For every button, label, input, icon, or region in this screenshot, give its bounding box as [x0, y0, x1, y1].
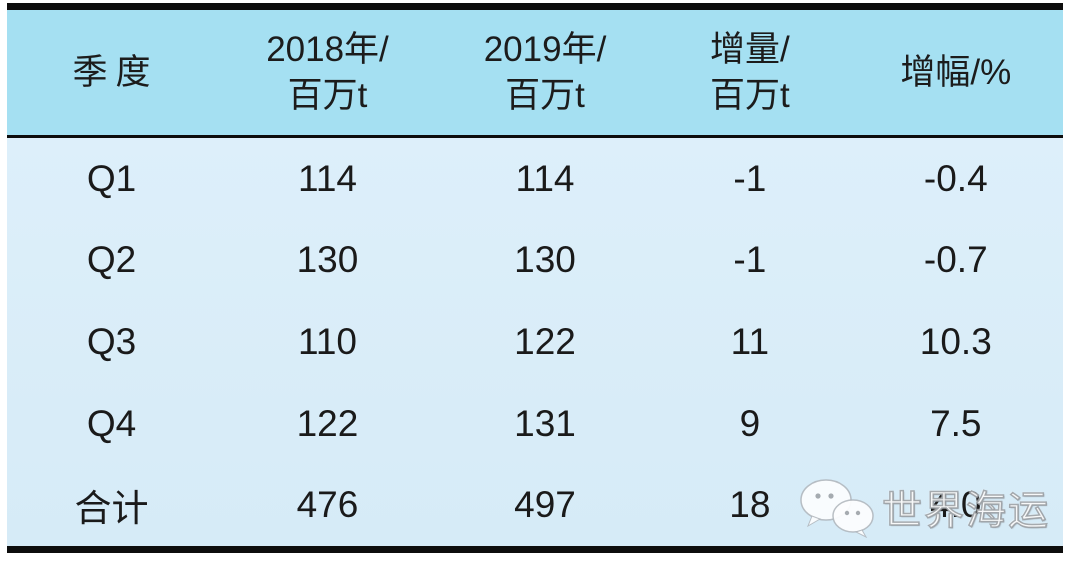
cell-2018: 122	[296, 402, 359, 444]
table-header-row: 季度 2018年/ 百万t 2019年/ 百万t 增量/ 百万t 增幅/%	[7, 10, 1063, 138]
cell-2019: 130	[514, 239, 576, 281]
header-delta-line1: 增量/	[710, 29, 790, 69]
cell-growth: 4.0	[930, 484, 982, 526]
header-quarter-label: 季度	[72, 52, 159, 92]
cell-growth: -0.7	[923, 239, 988, 281]
cell-2018: 114	[297, 157, 357, 199]
cell-growth: 10.3	[919, 320, 992, 362]
table-row: Q3 110 122 11 10.3	[7, 301, 1063, 383]
cell-2019: 131	[514, 402, 576, 444]
header-2018-line2: 百万t	[287, 75, 368, 115]
cell-delta: -1	[733, 157, 767, 199]
cell-quarter: Q2	[86, 239, 137, 281]
cell-2019: 114	[515, 157, 575, 199]
cell-2018: 110	[297, 320, 357, 362]
header-delta-line2: 百万t	[710, 75, 790, 115]
data-table: 季度 2018年/ 百万t 2019年/ 百万t 增量/ 百万t 增幅/% Q1…	[7, 3, 1063, 553]
cell-growth: 7.5	[930, 402, 982, 444]
header-growth: 增幅/%	[849, 10, 1063, 135]
cell-quarter: Q1	[86, 157, 137, 199]
cell-quarter: 合计	[74, 488, 149, 530]
header-2018-line1: 2018年/	[266, 29, 389, 69]
cell-growth: -0.4	[923, 157, 988, 199]
cell-2019: 497	[514, 484, 576, 526]
table-row-total: 合计 476 497 18 4.0	[7, 464, 1063, 546]
cell-delta: 11	[730, 320, 770, 362]
cell-quarter: Q3	[86, 320, 137, 362]
cell-2018: 130	[296, 239, 359, 281]
cell-delta: 18	[729, 484, 771, 526]
cell-quarter: Q4	[86, 402, 137, 444]
header-growth-label: 增幅/%	[900, 52, 1012, 92]
cell-2019: 122	[514, 320, 576, 362]
table-body: Q1 114 114 -1 -0.4 Q2 130 130 -1 -0.7 Q3…	[7, 138, 1063, 546]
header-delta: 增量/ 百万t	[651, 10, 848, 135]
table-row: Q2 130 130 -1 -0.7	[7, 220, 1063, 302]
table-row: Q4 122 131 9 7.5	[7, 383, 1063, 465]
header-2019: 2019年/ 百万t	[439, 10, 651, 135]
table-row: Q1 114 114 -1 -0.4	[7, 138, 1063, 220]
header-quarter: 季度	[7, 10, 216, 135]
header-2019-line1: 2019年/	[483, 29, 607, 69]
cell-delta: 9	[739, 402, 761, 444]
header-2019-line2: 百万t	[505, 75, 585, 115]
cell-2018: 476	[296, 484, 359, 526]
header-2018: 2018年/ 百万t	[216, 10, 439, 135]
cell-delta: -1	[733, 239, 767, 281]
